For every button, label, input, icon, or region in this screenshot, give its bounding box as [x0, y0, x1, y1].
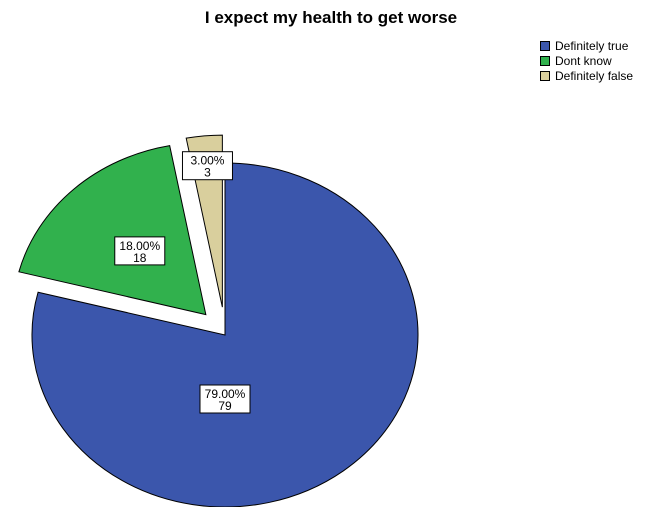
pie-slice — [18, 145, 207, 316]
legend-label: Definitely true — [555, 38, 629, 53]
legend: Definitely true Dont know Definitely false — [540, 38, 633, 83]
slice-percent-label: 3.00% — [190, 154, 224, 168]
slice-count-label: 18 — [133, 251, 147, 265]
slice-percent-label: 18.00% — [119, 239, 160, 253]
slice-label-box — [181, 151, 233, 181]
legend-item: Dont know — [540, 53, 633, 68]
legend-item: Definitely true — [540, 38, 633, 53]
legend-item: Definitely false — [540, 68, 633, 83]
slice-percent-label: 79.00% — [205, 387, 246, 401]
pie-slice — [31, 162, 419, 507]
legend-label: Definitely false — [555, 68, 634, 83]
slice-label-box — [114, 236, 166, 266]
legend-label: Dont know — [555, 53, 612, 68]
slice-label: 18.00%18 — [114, 236, 166, 266]
slice-label-box — [199, 384, 251, 414]
slice-count-label: 3 — [204, 166, 211, 180]
legend-swatch — [540, 55, 550, 66]
legend-swatch — [540, 70, 550, 81]
slice-count-label: 79 — [218, 399, 232, 413]
chart-title: I expect my health to get worse — [204, 8, 458, 27]
slice-label: 79.00%79 — [199, 384, 251, 414]
legend-swatch — [540, 40, 550, 51]
slice-label: 3.00%3 — [181, 151, 233, 181]
